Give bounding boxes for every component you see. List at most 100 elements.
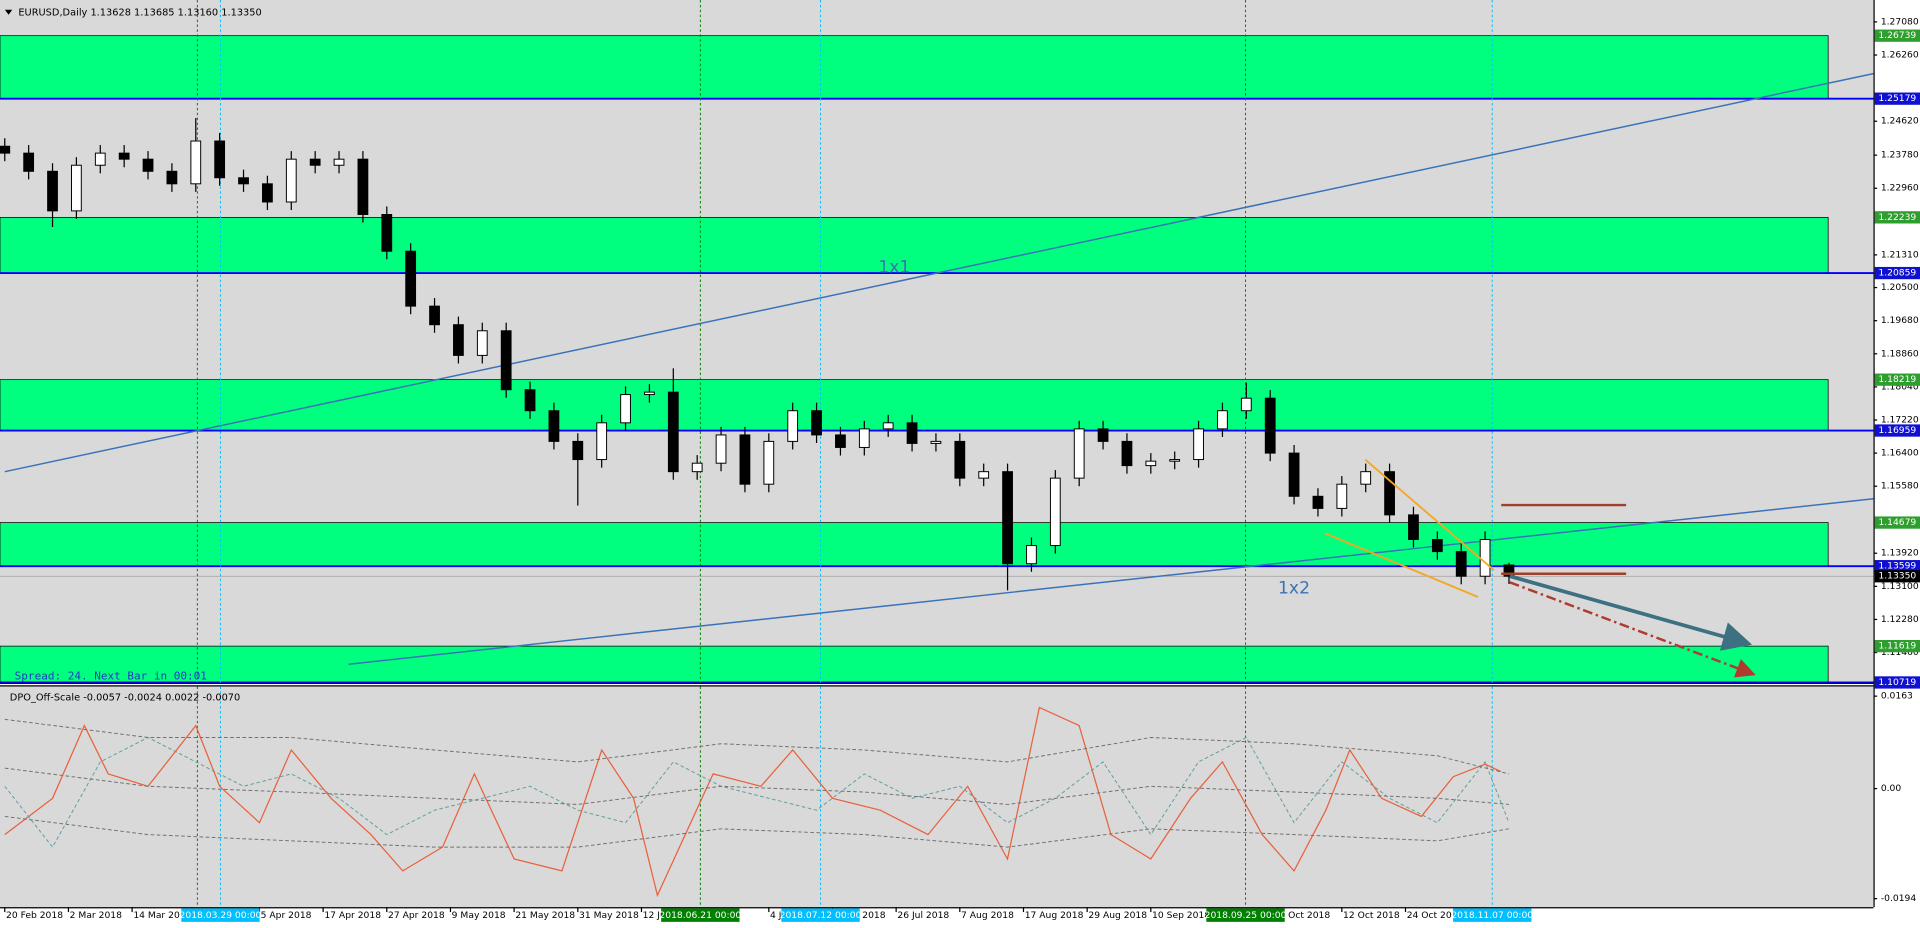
candle-body [620, 394, 631, 424]
candle-body [548, 410, 560, 442]
y-tick-label: 1.18040 [1881, 381, 1919, 392]
date-marker-box [781, 908, 860, 922]
y-tick-label: 1.22960 [1881, 183, 1919, 194]
candle-body [835, 434, 846, 448]
candle-body [596, 422, 608, 461]
y-tick-label: 1.13920 [1881, 548, 1919, 559]
candle-body [787, 410, 799, 442]
candle-body [262, 183, 273, 203]
candle-body [405, 250, 417, 307]
candle-body [1264, 397, 1276, 454]
y-tick-label: 1.12280 [1881, 614, 1919, 625]
candle-body [667, 391, 679, 473]
candle-body [94, 152, 106, 166]
candle-body [1145, 460, 1157, 467]
candle-body [309, 158, 321, 166]
x-tick-label: 16 Jul 2018 [834, 910, 886, 921]
zone [0, 216, 1829, 274]
candle-body [644, 391, 655, 396]
candle-body [238, 177, 249, 185]
x-tick-label: 17 Aug 2018 [1025, 910, 1084, 921]
candle-body [811, 410, 822, 436]
candle-body [500, 330, 512, 391]
indicator-line [4, 706, 1502, 898]
candle-body [715, 434, 727, 464]
candle-body [1097, 428, 1109, 442]
channel-line [1364, 459, 1495, 571]
candle-body [1479, 539, 1491, 577]
x-tick-label: 7 Aug 2018 [961, 910, 1014, 921]
x-tick-label: 5 Apr 2018 [261, 910, 312, 921]
candle-body [190, 140, 202, 185]
date-marker-label: 2018.06.21 00:00 [659, 910, 741, 921]
candle-body [1455, 551, 1467, 577]
candle-body [0, 145, 11, 154]
candle-body [1384, 471, 1395, 516]
trendline [4, 72, 1874, 473]
x-tick-label: 27 Apr 2018 [388, 910, 445, 921]
candle-body [1217, 410, 1228, 430]
x-tick-label: 9 May 2018 [452, 910, 506, 921]
y-tick-label: 1.15580 [1881, 481, 1919, 492]
level-label-box [1874, 676, 1920, 689]
candle-body [1503, 564, 1515, 577]
chart-title: EURUSD,Daily 1.13628 1.13685 1.13160 1.1… [18, 7, 261, 18]
x-tick-label: 24 Oct 2018 [1407, 910, 1464, 921]
y-tick-label: 1.11460 [1881, 647, 1919, 658]
level-label: 1.10719 [1878, 677, 1916, 688]
x-tick-label: 2 Oct 2018 [1279, 910, 1330, 921]
candle-body [882, 422, 894, 430]
candle-body [357, 158, 369, 215]
level-label: 1.25179 [1878, 93, 1916, 104]
x-tick-label: 2 Mar 2018 [70, 910, 122, 921]
x-tick-label: 17 Apr 2018 [324, 910, 381, 921]
forecast-arrow [1509, 574, 1753, 651]
mid-layer [0, 72, 1874, 898]
candle-body [1408, 514, 1419, 540]
x-tick-label: 29 Aug 2018 [1088, 910, 1147, 921]
back-layer [0, 0, 1874, 908]
candle-body [858, 428, 870, 448]
candle-body [1169, 459, 1181, 462]
indicator-line [4, 718, 1510, 775]
y-tick-label: 1.18860 [1881, 348, 1919, 359]
level-label-box [1874, 29, 1920, 42]
level-label: 1.13599 [1878, 561, 1916, 572]
y-tick-label: 1.21310 [1881, 249, 1919, 260]
candle-body [739, 434, 751, 485]
level-label-box [1874, 639, 1920, 653]
candle-body [285, 158, 297, 203]
date-marker-box [1206, 908, 1285, 922]
level-label-box [1874, 373, 1920, 386]
x-tick-label: 26 Jul 2018 [897, 910, 949, 921]
candle-body [118, 152, 130, 160]
zone [0, 522, 1829, 567]
level-label-box [1874, 92, 1920, 105]
trendline [348, 497, 1874, 665]
date-marker-label: 2018.09.25 00:00 [1205, 910, 1287, 921]
candle-body [453, 324, 464, 356]
level-label-box [1874, 424, 1920, 437]
level-label: 1.22239 [1878, 212, 1916, 223]
candle-body [954, 440, 966, 479]
candle-body [333, 158, 345, 166]
y-tick-label: 1.13100 [1881, 581, 1919, 592]
y-tick-label: 1.27080 [1881, 16, 1919, 27]
y-tick-label: 0.00 [1881, 783, 1902, 794]
candle-body [1073, 428, 1085, 479]
indicator-line [4, 767, 1509, 805]
candle-body [572, 440, 584, 461]
candle-body [930, 440, 942, 444]
x-tick-label: 21 May 2018 [515, 910, 575, 921]
y-tick-label: 1.23780 [1881, 150, 1919, 161]
x-tick-label: 14 Mar 2018 [133, 910, 191, 921]
date-marker-box [181, 908, 260, 922]
x-tick-label: 10 Sep 2018 [1152, 910, 1210, 921]
candle-body [906, 422, 918, 444]
y-tick-label: 0.0163 [1881, 691, 1913, 702]
trendline-label: 1x1 [878, 257, 910, 277]
candle-body [1002, 471, 1013, 565]
candle-body [142, 158, 154, 172]
level-label-box [1874, 516, 1920, 529]
